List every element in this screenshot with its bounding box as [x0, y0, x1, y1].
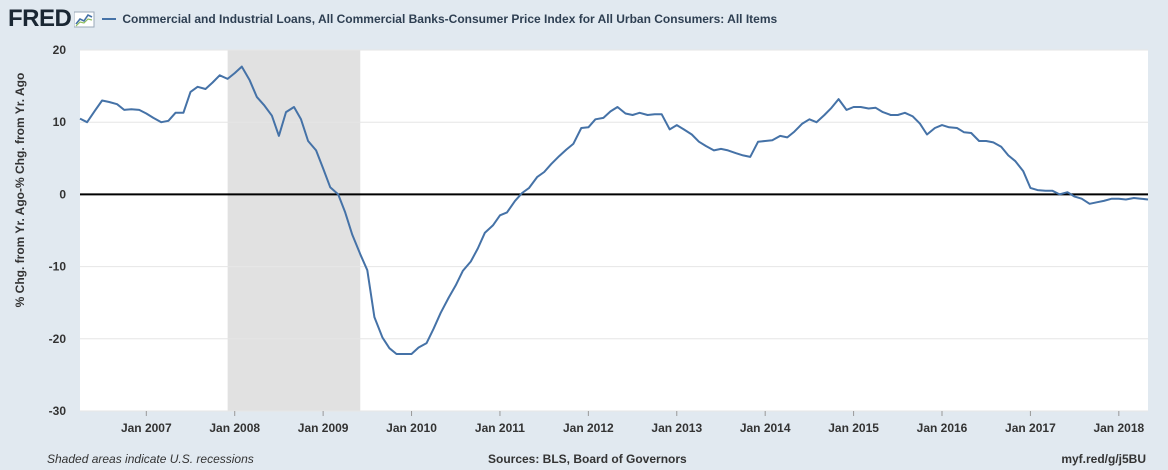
y-tick-label: -30 — [49, 404, 67, 418]
x-tick-label: Jan 2011 — [475, 421, 525, 435]
sources-note: Sources: BLS, Board of Governors — [488, 452, 687, 466]
x-tick-label: Jan 2018 — [1093, 421, 1144, 435]
recession-note: Shaded areas indicate U.S. recessions — [47, 452, 254, 466]
x-tick-label: Jan 2012 — [563, 421, 614, 435]
x-tick-label: Jan 2010 — [386, 421, 437, 435]
legend-series-label[interactable]: Commercial and Industrial Loans, All Com… — [122, 12, 778, 26]
y-tick-label: -20 — [49, 332, 67, 346]
x-tick-label: Jan 2014 — [740, 421, 791, 435]
x-tick-label: Jan 2007 — [121, 421, 172, 435]
x-tick-label: Jan 2016 — [917, 421, 968, 435]
x-tick-label: Jan 2017 — [1005, 421, 1056, 435]
y-tick-label: 20 — [53, 43, 67, 57]
chart-header: FRED Commercial and Industrial Loans, Al… — [8, 5, 778, 32]
x-tick-label: Jan 2015 — [828, 421, 879, 435]
y-tick-label: 10 — [53, 115, 67, 129]
y-tick-label: -10 — [49, 260, 67, 274]
x-tick-label: Jan 2009 — [298, 421, 349, 435]
legend-line-swatch — [102, 18, 117, 20]
fred-logo[interactable]: FRED — [8, 5, 72, 32]
y-tick-label: 0 — [59, 187, 66, 201]
short-link[interactable]: myf.red/g/j5BU — [1061, 452, 1146, 466]
recession-band — [227, 50, 361, 411]
x-tick-label: Jan 2013 — [651, 421, 702, 435]
series-line[interactable] — [79, 65, 1149, 355]
fred-chart-icon — [74, 11, 95, 28]
x-tick-label: Jan 2008 — [209, 421, 260, 435]
